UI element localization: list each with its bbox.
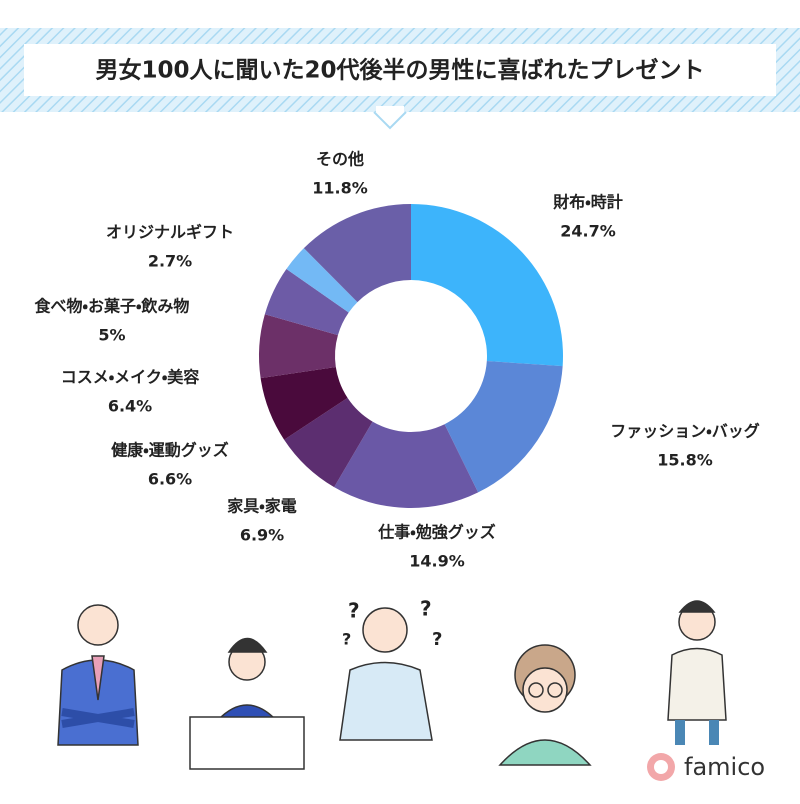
category-label: ファッション・バッグ — [610, 422, 759, 441]
value-label: 11.8% — [312, 179, 368, 198]
value-label: 15.8% — [657, 451, 713, 470]
category-label: 財布・時計 — [553, 193, 622, 212]
svg-text:?: ? — [342, 630, 351, 649]
svg-text:?: ? — [420, 597, 432, 621]
value-label: 6.6% — [148, 470, 192, 489]
category-label: 食べ物・お菓子・飲み物 — [34, 297, 190, 316]
category-label: その他 — [316, 150, 364, 169]
svg-text:?: ? — [432, 629, 442, 650]
logo-text: famico — [684, 753, 765, 781]
value-label: 6.9% — [240, 526, 284, 545]
category-label: 健康・運動グッズ — [110, 441, 228, 460]
value-label: 14.9% — [409, 552, 465, 571]
donut-segment — [444, 361, 563, 493]
donut-segment — [334, 421, 479, 509]
value-label: 5% — [98, 326, 125, 345]
person-sweater — [667, 600, 727, 745]
value-label: 2.7% — [148, 252, 192, 271]
donut-segment — [303, 204, 411, 303]
value-label: 24.7% — [560, 222, 616, 241]
value-label: 6.4% — [108, 397, 152, 416]
category-label: 仕事・勉強グッズ — [377, 523, 495, 542]
illustrations: ? ? ? ? — [57, 597, 727, 770]
donut-segment — [411, 204, 563, 367]
brand-logo: famico — [647, 753, 765, 781]
category-label: オリジナルギフト — [106, 223, 234, 242]
person-glasses — [498, 644, 592, 766]
donut-segment — [259, 314, 338, 379]
category-label: コスメ・メイク・美容 — [61, 368, 200, 387]
donut-segment — [260, 367, 348, 440]
donut-segment — [286, 248, 358, 313]
donut-segment — [284, 397, 373, 488]
chart-title: 男女100人に聞いた20代後半の男性に喜ばれたプレゼント — [95, 57, 704, 84]
person-question: ? ? ? ? — [339, 597, 442, 741]
labels: 財布・時計 24.7% ファッション・バッグ 15.8% 仕事・勉強グッズ 14.9% 家具… — [34, 150, 760, 571]
svg-text:?: ? — [348, 599, 360, 623]
title-banner: 男女100人に聞いた20代後半の男性に喜ばれたプレゼント — [0, 28, 800, 130]
category-label: 家具・家電 — [227, 497, 296, 516]
donut-segment — [264, 268, 349, 336]
donut-chart — [259, 204, 563, 509]
person-sign — [189, 637, 305, 770]
person-suit — [57, 604, 139, 746]
